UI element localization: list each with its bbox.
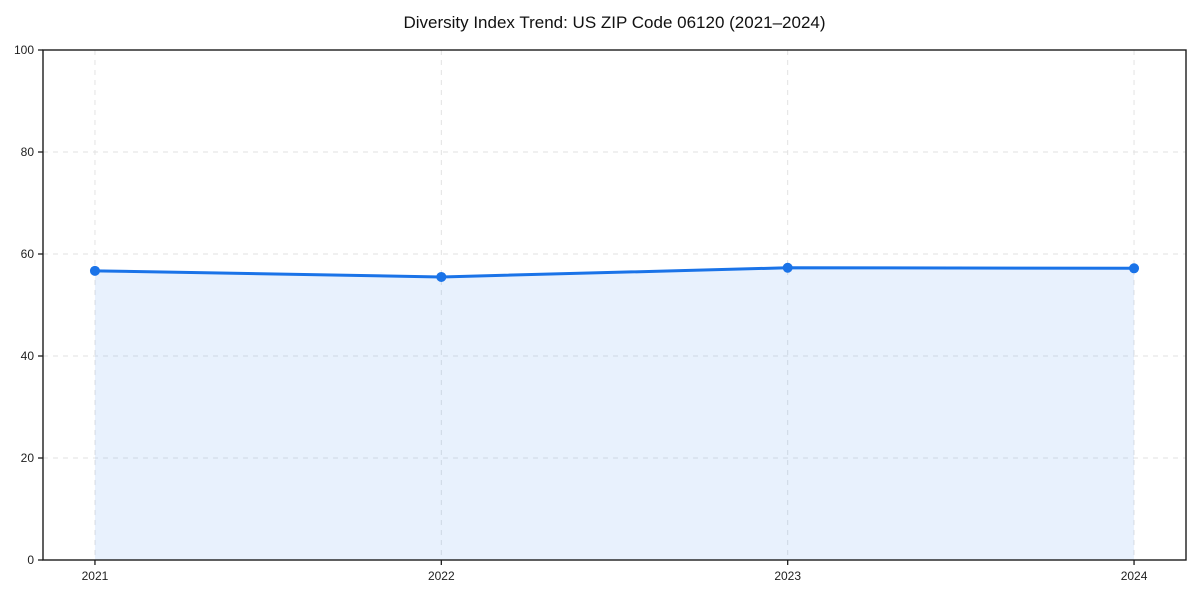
y-tick-label: 80 [21, 145, 35, 159]
plot-border [42, 49, 1187, 561]
y-tick-label: 40 [21, 349, 35, 363]
x-tick-label: 2023 [774, 569, 801, 583]
x-tick-label: 2024 [1121, 569, 1148, 583]
tick-labels: 0 20 40 60 80 100 2021 2022 2023 2024 [14, 43, 1148, 583]
chart-title: Diversity Index Trend: US ZIP Code 06120… [403, 13, 826, 32]
data-point [436, 271, 447, 282]
y-tick-label: 0 [27, 553, 34, 567]
y-tick-label: 60 [21, 247, 35, 261]
x-tick-label: 2022 [428, 569, 455, 583]
data-point [89, 265, 100, 276]
data-point [1129, 263, 1140, 274]
data-points [89, 262, 1140, 282]
area-fill [94, 267, 1135, 560]
trend-line [93, 266, 1136, 279]
y-tick-label: 100 [14, 43, 34, 57]
y-tick-label: 20 [21, 451, 35, 465]
data-point [782, 262, 793, 273]
x-tick-label: 2021 [82, 569, 109, 583]
axis-ticks [38, 49, 1135, 565]
